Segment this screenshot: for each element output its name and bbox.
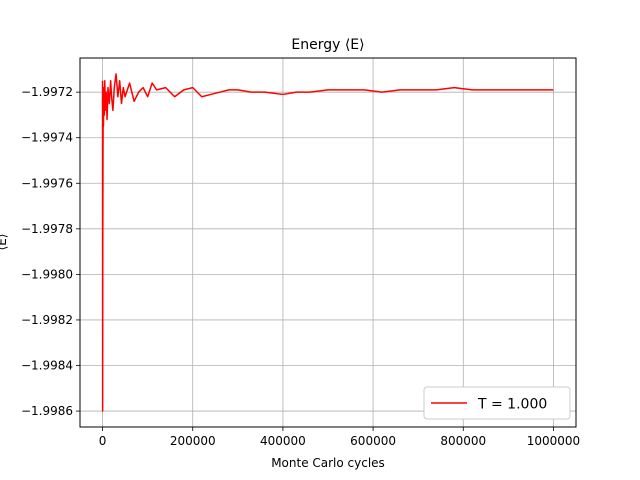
series-layer xyxy=(101,73,554,412)
x-tick-label: 400000 xyxy=(260,434,306,448)
series-line xyxy=(101,73,554,412)
x-tick-label: 0 xyxy=(99,434,107,448)
legend-box xyxy=(423,386,571,420)
axis-ticks: 0 200000 400000 600000 800000 1000000 −1.9986 −… xyxy=(21,85,580,448)
y-tick-label: −1.9984 xyxy=(21,359,73,373)
y-tick-label: −1.9986 xyxy=(21,404,73,418)
x-axis-label: Monte Carlo cycles xyxy=(271,456,385,470)
legend-label: T = 1.000 xyxy=(477,397,547,413)
y-tick-label: −1.9976 xyxy=(21,176,73,190)
y-axis-label: ⟨E⟩ xyxy=(0,234,9,251)
chart-title: Energy ⟨E⟩ xyxy=(291,37,364,53)
legend: T = 1.000 xyxy=(423,386,571,420)
y-tick-label: −1.9982 xyxy=(21,313,73,327)
y-tick-label: −1.9972 xyxy=(21,85,73,99)
x-tick-label: 800000 xyxy=(440,434,486,448)
x-tick-label: 600000 xyxy=(350,434,396,448)
plot-frame xyxy=(79,57,577,428)
x-tick-label: 1000000 xyxy=(527,434,580,448)
grid-lines xyxy=(80,58,576,427)
x-tick-label: 200000 xyxy=(170,434,216,448)
plot-area xyxy=(80,58,576,427)
y-tick-label: −1.9978 xyxy=(21,222,73,236)
y-tick-label: −1.9974 xyxy=(21,131,73,145)
y-tick-label: −1.9980 xyxy=(21,267,73,281)
